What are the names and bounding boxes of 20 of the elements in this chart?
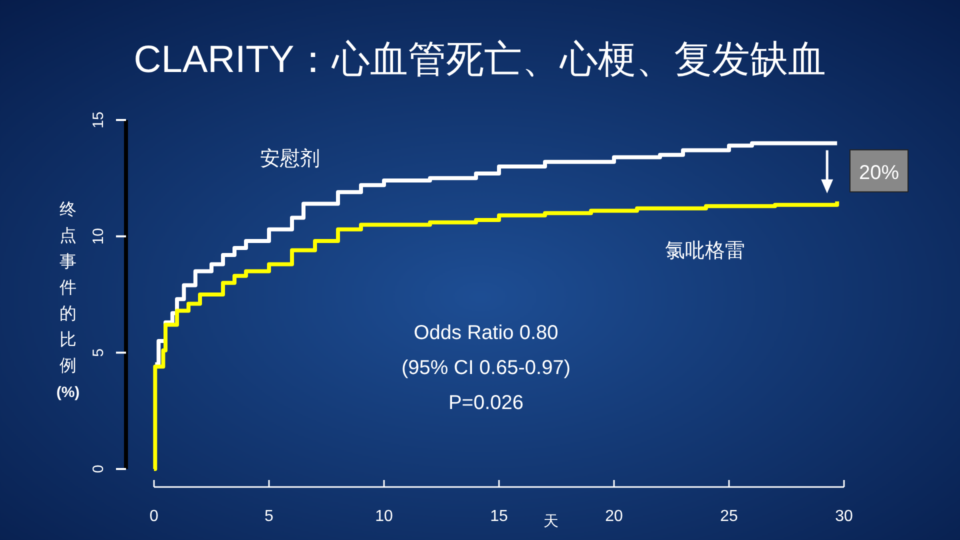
y-tick-label: 10 <box>90 228 107 245</box>
x-tick-label: 25 <box>720 508 738 525</box>
x-axis-title: 天 <box>544 513 558 530</box>
y-tick-label: 5 <box>90 348 107 357</box>
x-tick-label: 15 <box>490 508 508 525</box>
chart-title: CLARITY：心血管死亡、心梗、复发缺血 <box>134 39 826 81</box>
x-tick-label: 10 <box>375 508 393 525</box>
series-label: 氯吡格雷 <box>665 240 745 262</box>
x-tick-label: 0 <box>150 508 159 525</box>
text: 20% <box>858 162 900 184</box>
annotation: Odds Ratio 0.80 <box>414 322 558 344</box>
x-tick-label: 30 <box>835 508 853 525</box>
y-axis-title: 终点事件的比例 (%) <box>56 200 80 401</box>
annotation: (95% CI 0.65-0.97) <box>402 357 570 379</box>
x-tick-label: 20 <box>605 508 623 525</box>
y-tick-label: 0 <box>90 464 107 474</box>
series-label: 安慰剂 <box>260 148 320 170</box>
x-tick-label: 5 <box>264 508 274 525</box>
annotation: P=0.026 <box>448 392 524 414</box>
y-tick-label: 15 <box>90 112 107 128</box>
